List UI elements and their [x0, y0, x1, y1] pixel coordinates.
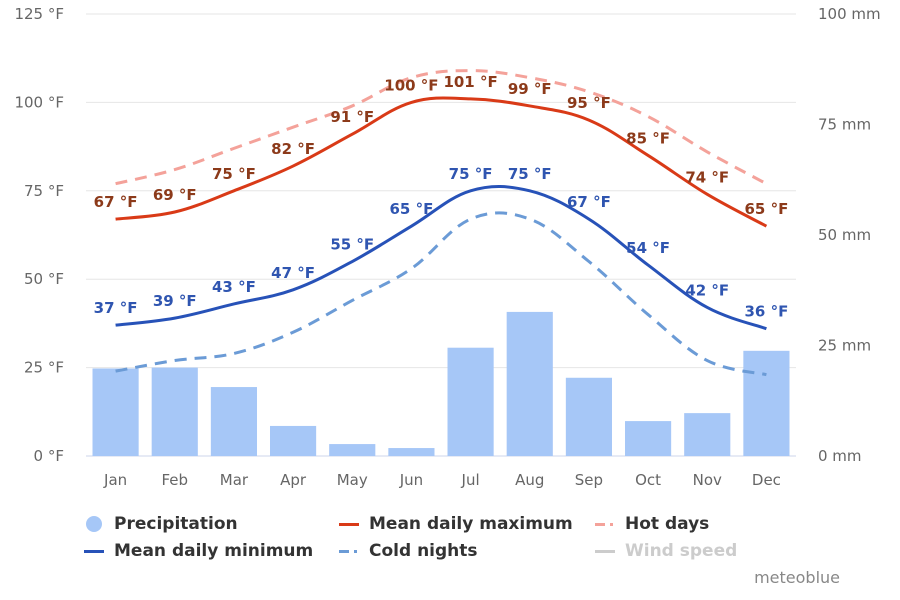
precipitation-bar: [92, 368, 139, 456]
legend-label: Wind speed: [625, 541, 738, 561]
legend-label: Hot days: [625, 514, 710, 534]
data-label: 67 °F: [567, 193, 611, 211]
data-label: 95 °F: [567, 94, 611, 112]
x-axis-tick-label: Sep: [575, 471, 603, 489]
left-axis-tick-label: 125 °F: [14, 5, 64, 23]
data-label: 91 °F: [330, 108, 374, 126]
data-label: 85 °F: [626, 129, 670, 147]
precipitation-bar: [151, 367, 198, 456]
x-axis-tick-label: Aug: [515, 471, 544, 489]
precipitation-bar: [684, 413, 731, 456]
legend-item-mean-daily-maximum[interactable]: Mean daily maximum: [339, 514, 573, 534]
data-label: 65 °F: [744, 200, 788, 218]
data-label: 67 °F: [94, 193, 138, 211]
line-icon: [595, 545, 615, 557]
data-label: 101 °F: [443, 73, 497, 91]
legend-item-wind-speed[interactable]: Wind speed: [595, 541, 737, 561]
precipitation-bar: [447, 347, 494, 456]
cold-nights-line: [115, 211, 767, 377]
x-axis-tick-label: Oct: [635, 471, 661, 489]
data-label: 42 °F: [685, 281, 729, 299]
meteoblue-credit[interactable]: meteoblue: [754, 568, 840, 587]
x-axis-tick-label: Jan: [103, 471, 127, 489]
mean-daily-minimum-line: [115, 185, 767, 331]
right-axis-tick-label: 75 mm: [818, 116, 871, 134]
legend-item-cold-nights[interactable]: Cold nights: [339, 541, 478, 561]
x-axis-tick-label: Mar: [220, 471, 249, 489]
precipitation-bar: [506, 311, 553, 456]
data-label: 99 °F: [508, 80, 552, 98]
left-axis-tick-label: 0 °F: [34, 447, 64, 465]
data-label: 55 °F: [330, 236, 374, 254]
x-axis-tick-label: Apr: [280, 471, 307, 489]
left-axis-tick-label: 75 °F: [24, 182, 64, 200]
right-axis-tick-label: 0 mm: [818, 447, 862, 465]
line-icon: [84, 545, 104, 557]
x-axis-tick-label: Nov: [693, 471, 722, 489]
precipitation-bar: [625, 421, 672, 456]
legend-label: Mean daily minimum: [114, 541, 314, 561]
legend-item-mean-daily-minimum[interactable]: Mean daily minimum: [84, 541, 313, 561]
data-label: 100 °F: [384, 76, 438, 94]
circle-icon: [84, 516, 104, 532]
x-axis: Jan Feb Mar Apr May Jun Jul Aug Sep Oct Nov Dec: [103, 471, 781, 489]
data-label: 43 °F: [212, 278, 256, 296]
x-axis-tick-label: Feb: [161, 471, 188, 489]
data-label: 75 °F: [508, 165, 552, 183]
data-label: 47 °F: [271, 264, 315, 282]
x-axis-tick-label: Jun: [399, 471, 423, 489]
temperature-lines: [115, 69, 768, 377]
left-axis-tick-label: 25 °F: [24, 359, 64, 377]
right-axis: 0 mm 25 mm 50 mm 75 mm 100 mm: [818, 5, 881, 465]
legend-item-hot-days[interactable]: Hot days: [595, 514, 709, 534]
precipitation-bar: [270, 425, 317, 456]
data-label: 65 °F: [389, 200, 433, 218]
data-labels: 67 °F 69 °F 75 °F 82 °F 91 °F 100 °F 101 °F 99 …: [94, 73, 789, 321]
legend-item-precipitation[interactable]: Precipitation: [84, 514, 238, 534]
precipitation-bar: [565, 377, 612, 456]
precipitation-bar: [743, 350, 790, 456]
data-label: 69 °F: [153, 186, 197, 204]
data-label: 37 °F: [94, 299, 138, 317]
data-label: 75 °F: [449, 165, 493, 183]
right-axis-tick-label: 50 mm: [818, 226, 871, 244]
data-label: 36 °F: [744, 303, 788, 321]
legend-label: Mean daily maximum: [369, 514, 573, 534]
legend-label: Precipitation: [114, 514, 238, 534]
precipitation-bar: [329, 444, 376, 456]
precipitation-bar: [388, 448, 435, 456]
data-label: 54 °F: [626, 239, 670, 257]
x-axis-tick-label: May: [337, 471, 368, 489]
left-axis-tick-label: 50 °F: [24, 270, 64, 288]
legend-label: Cold nights: [369, 541, 478, 561]
left-axis-tick-label: 100 °F: [14, 93, 64, 111]
x-axis-tick-label: Jul: [461, 471, 480, 489]
line-icon: [339, 518, 359, 530]
grid-lines: [86, 13, 796, 457]
x-axis-tick-label: Dec: [752, 471, 781, 489]
dashed-line-icon: [595, 518, 615, 530]
data-label: 82 °F: [271, 140, 315, 158]
dashed-line-icon: [339, 545, 359, 557]
mean-daily-maximum-line: [115, 96, 768, 228]
right-axis-tick-label: 100 mm: [818, 5, 881, 23]
right-axis-tick-label: 25 mm: [818, 337, 871, 355]
hot-days-line: [115, 69, 768, 186]
data-label: 75 °F: [212, 165, 256, 183]
left-axis: 0 °F 25 °F 50 °F 75 °F 100 °F 125 °F: [14, 5, 64, 465]
precipitation-bars: [92, 311, 790, 456]
data-label: 74 °F: [685, 168, 729, 186]
data-label: 39 °F: [153, 292, 197, 310]
legend: Precipitation Mean daily maximum Hot day…: [84, 514, 784, 574]
precipitation-bar: [210, 387, 257, 456]
